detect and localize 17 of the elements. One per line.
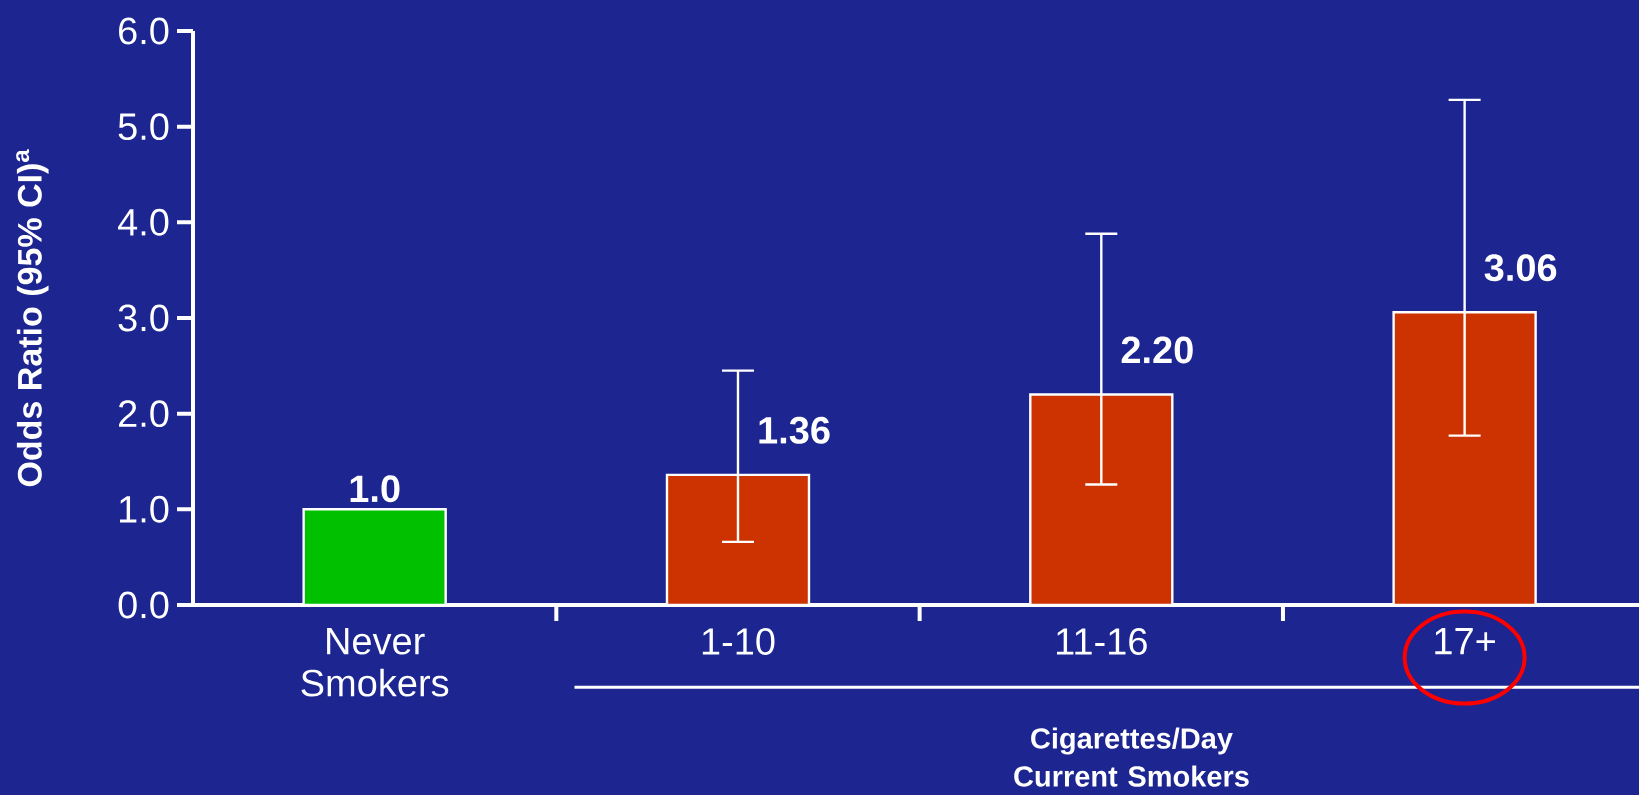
data-label: 3.06 xyxy=(1484,254,1557,282)
x-tick-label: 11-16 xyxy=(1057,628,1147,655)
data-label: 1.36 xyxy=(759,416,830,444)
y-tick-label: 0.0 xyxy=(118,591,169,619)
y-tick-label: 5.0 xyxy=(118,113,169,141)
x-tick-label: 1-10 xyxy=(702,628,775,655)
y-tick-label: 6.0 xyxy=(119,17,169,45)
y-tick-label: 1.0 xyxy=(119,495,169,523)
y-tick-label: 4.0 xyxy=(117,208,169,236)
data-label: 1.0 xyxy=(350,475,400,503)
data-label: 2.20 xyxy=(1121,336,1193,364)
y-axis-title: Odds Ratio (95% CI)$^{a}$ xyxy=(16,149,49,487)
x-tick-label: Never Smokers xyxy=(301,628,449,697)
y-tick-label: 2.0 xyxy=(119,400,169,428)
y-tick-label: 3.0 xyxy=(118,304,169,332)
x-tick-label: 17+ xyxy=(1435,628,1495,655)
x-axis-title: Cigarettes/Day Current Smokers xyxy=(1014,727,1249,787)
